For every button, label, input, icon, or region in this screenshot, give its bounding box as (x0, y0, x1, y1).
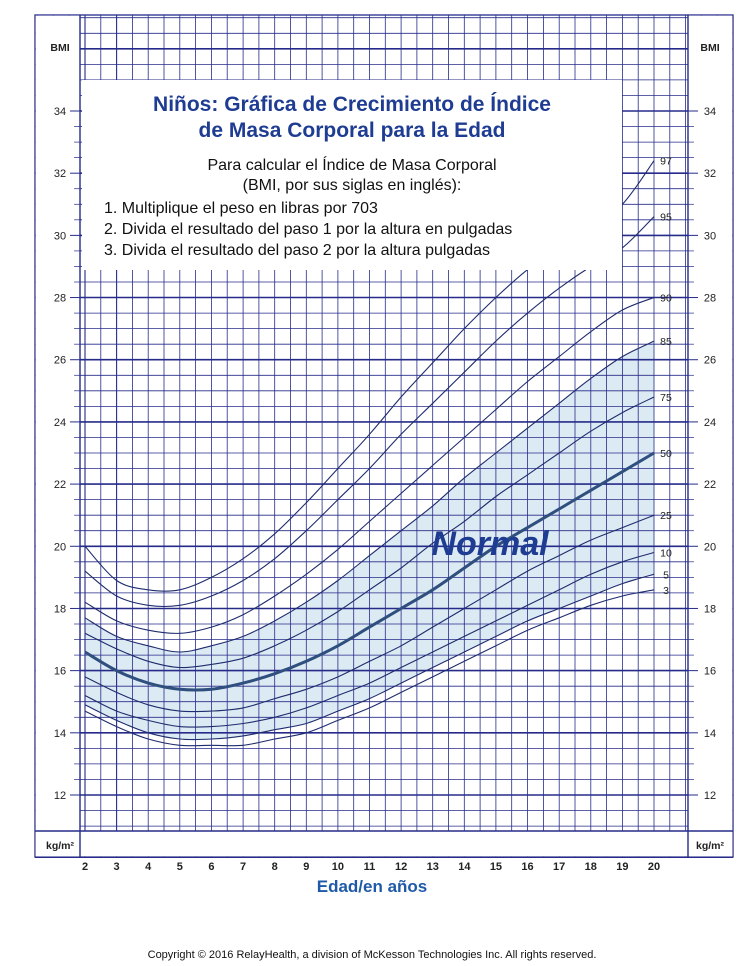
percentile-curve-25 (84, 514, 655, 713)
percentile-curve-50 (84, 451, 655, 692)
y-axis-unit-bottom: kg/m² (696, 840, 725, 852)
copyright-notice: Copyright © 2016 RelayHealth, a division… (147, 949, 597, 961)
y-tick-label: 32 (54, 168, 66, 180)
percentile-label-3: 3 (663, 585, 669, 597)
y-tick-label: 18 (54, 603, 66, 615)
y-tick-label: 26 (704, 355, 716, 367)
x-tick-label: 7 (240, 861, 246, 873)
instruction-step-3: 3. Divida el resultado del paso 2 por la… (104, 242, 491, 259)
x-tick-label: 19 (616, 861, 628, 873)
percentile-curve-95 (84, 216, 655, 608)
x-tick-label: 12 (395, 861, 407, 873)
x-tick-label: 8 (272, 861, 278, 873)
percentile-label-25: 25 (660, 510, 672, 522)
x-tick-label: 9 (303, 861, 309, 873)
y-tick-label: 14 (704, 728, 716, 740)
instructions-intro: Para calcular el Índice de Masa Corporal… (82, 156, 622, 196)
instruction-step-2: 2. Divida el resultado del paso 1 por la… (104, 221, 513, 238)
x-tick-label: 18 (585, 861, 597, 873)
x-tick-label: 2 (82, 861, 88, 873)
x-tick-label: 13 (427, 861, 439, 873)
percentile-curve-85 (84, 340, 655, 653)
percentile-label-90: 90 (660, 293, 672, 305)
instruction-step-1: 1. Multiplique el peso en libras por 703 (104, 200, 378, 217)
y-tick-label: 28 (54, 293, 66, 305)
y-tick-label: 32 (704, 168, 716, 180)
y-axis-unit-top: BMI (50, 42, 69, 54)
y-tick-label: 22 (704, 479, 716, 491)
chart-title: Niños: Gráfica de Crecimiento de Índice … (82, 92, 622, 144)
bottom-label-row (35, 831, 733, 857)
left-label-column (35, 15, 80, 857)
x-tick-label: 16 (521, 861, 533, 873)
chart-title-line-2: de Masa Corporal para la Edad (198, 119, 506, 142)
percentile-label-97: 97 (660, 156, 672, 168)
y-tick-label: 12 (704, 790, 716, 802)
y-tick-label: 34 (704, 106, 716, 118)
instructions-intro-line-2: (BMI, por sus siglas en inglés): (242, 177, 462, 194)
y-axis-unit-bottom: kg/m² (46, 840, 75, 852)
instructions-steps: 1. Multiplique el peso en libras por 703… (104, 198, 622, 261)
y-tick-label: 20 (704, 541, 716, 553)
y-tick-label: 16 (704, 666, 716, 678)
y-tick-label: 30 (54, 230, 66, 242)
x-tick-label: 4 (145, 861, 152, 873)
y-tick-label: 28 (704, 293, 716, 305)
x-tick-label: 20 (648, 861, 660, 873)
x-tick-label: 6 (208, 861, 214, 873)
percentile-curve-3 (84, 589, 655, 747)
percentile-label-95: 95 (660, 212, 672, 224)
percentile-label-75: 75 (660, 392, 672, 404)
percentile-curve-5 (84, 573, 655, 741)
percentile-label-5: 5 (663, 569, 669, 581)
percentile-label-10: 10 (660, 547, 672, 559)
y-tick-label: 18 (704, 603, 716, 615)
y-axis-unit-top: BMI (700, 42, 719, 54)
y-tick-label: 30 (704, 230, 716, 242)
percentile-label-85: 85 (660, 336, 672, 348)
y-tick-label: 34 (54, 106, 66, 118)
y-tick-label: 20 (54, 541, 66, 553)
x-tick-label: 11 (364, 861, 376, 873)
percentile-curve-75 (84, 396, 655, 669)
percentile-label-50: 50 (660, 448, 672, 460)
y-tick-label: 24 (704, 417, 716, 429)
right-label-column (688, 15, 733, 857)
x-tick-label: 17 (553, 861, 565, 873)
normal-range-label: Normal (431, 525, 550, 563)
chart-title-line-1: Niños: Gráfica de Crecimiento de Índice (153, 93, 551, 116)
instructions-box: Niños: Gráfica de Crecimiento de Índice … (82, 80, 622, 270)
x-axis-label: Edad/en años (316, 877, 428, 896)
percentile-curve-10 (84, 551, 655, 728)
y-tick-label: 16 (54, 666, 66, 678)
y-tick-label: 24 (54, 417, 66, 429)
x-tick-label: 3 (114, 861, 120, 873)
y-tick-label: 22 (54, 479, 66, 491)
y-tick-label: 26 (54, 355, 66, 367)
x-tick-label: 15 (490, 861, 502, 873)
y-tick-label: 12 (54, 790, 66, 802)
percentile-curve-90 (84, 296, 655, 634)
x-tick-label: 5 (177, 861, 183, 873)
y-tick-label: 14 (54, 728, 66, 740)
instructions-intro-line-1: Para calcular el Índice de Masa Corporal (207, 157, 497, 174)
x-tick-label: 10 (332, 861, 344, 873)
x-tick-label: 14 (458, 861, 471, 873)
